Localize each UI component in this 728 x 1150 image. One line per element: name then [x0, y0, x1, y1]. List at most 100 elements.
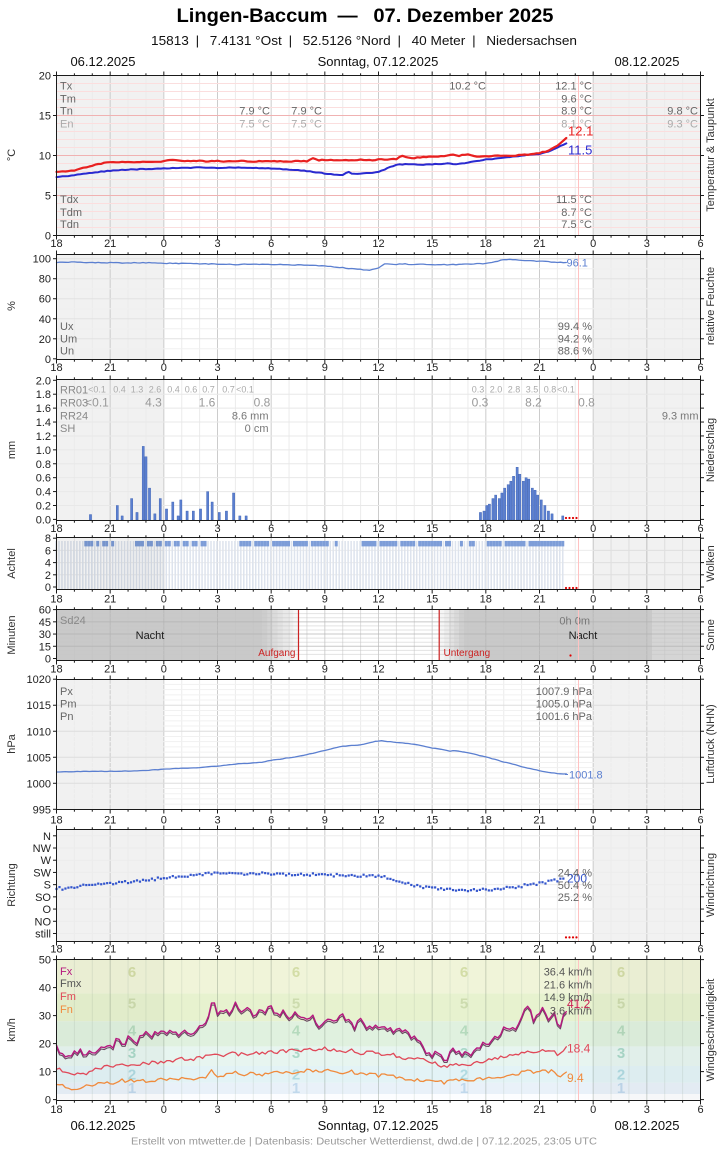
svg-text:6: 6 [697, 594, 703, 606]
svg-text:RR03: RR03 [60, 398, 88, 410]
svg-text:25.2 %: 25.2 % [558, 892, 592, 904]
svg-text:6: 6 [268, 1104, 274, 1116]
svg-text:Fmx: Fmx [60, 978, 82, 990]
svg-text:2: 2 [292, 1067, 300, 1084]
svg-text:100: 100 [33, 254, 51, 266]
svg-text:6: 6 [697, 814, 703, 826]
svg-text:0: 0 [590, 944, 596, 956]
svg-text:0: 0 [590, 814, 596, 826]
svg-text:15: 15 [426, 238, 438, 250]
svg-text:km/h: km/h [6, 1018, 18, 1042]
svg-text:21: 21 [104, 362, 116, 374]
svg-text:hPa: hPa [6, 733, 18, 753]
svg-text:0.4: 0.4 [36, 487, 51, 499]
svg-text:0.8: 0.8 [36, 459, 51, 471]
svg-text:3: 3 [292, 1045, 300, 1062]
svg-text:Aufgang: Aufgang [258, 648, 295, 659]
svg-text:1000: 1000 [27, 778, 51, 790]
svg-text:Minuten: Minuten [6, 615, 18, 654]
svg-text:99.4 %: 99.4 % [558, 321, 592, 333]
svg-text:0: 0 [45, 231, 51, 243]
svg-text:21.6 km/h: 21.6 km/h [544, 980, 592, 992]
svg-text:18: 18 [480, 238, 492, 250]
svg-text:Tx: Tx [60, 81, 73, 93]
svg-text:1.6: 1.6 [199, 396, 216, 410]
svg-text:Pm: Pm [60, 699, 77, 711]
svg-text:12: 12 [372, 664, 384, 676]
svg-text:Tdm: Tdm [60, 207, 82, 219]
svg-text:12.1: 12.1 [568, 124, 593, 139]
svg-text:18: 18 [480, 1104, 492, 1116]
svg-text:SO: SO [35, 892, 51, 904]
svg-text:Achtel: Achtel [6, 548, 18, 579]
svg-text:6: 6 [697, 664, 703, 676]
svg-text:Fm: Fm [60, 991, 76, 1003]
svg-text:6: 6 [460, 964, 468, 981]
svg-text:3: 3 [214, 664, 220, 676]
svg-text:0: 0 [45, 1095, 51, 1107]
svg-text:1: 1 [460, 1080, 468, 1097]
svg-text:0.3: 0.3 [472, 385, 485, 395]
svg-text:40: 40 [39, 314, 51, 326]
svg-text:Lingen-Baccum — 07. Dezember: Lingen-Baccum — 07. Dezember 2025 [177, 6, 554, 27]
svg-text:15: 15 [426, 523, 438, 535]
svg-text:3: 3 [214, 362, 220, 374]
svg-text:Sonntag, 07.12.2025: Sonntag, 07.12.2025 [318, 54, 439, 69]
svg-text:12: 12 [372, 594, 384, 606]
svg-text:21: 21 [533, 944, 545, 956]
svg-text:SH: SH [60, 423, 75, 435]
svg-text:8.6 mm: 8.6 mm [232, 410, 269, 422]
svg-text:12: 12 [372, 523, 384, 535]
svg-text:15: 15 [426, 664, 438, 676]
svg-text:21: 21 [533, 1104, 545, 1116]
svg-text:Px: Px [60, 686, 73, 698]
svg-text:0: 0 [590, 362, 596, 374]
svg-text:Tdx: Tdx [60, 194, 79, 206]
svg-text:15: 15 [426, 1104, 438, 1116]
svg-text:9: 9 [322, 814, 328, 826]
svg-text:200: 200 [567, 872, 587, 886]
svg-text:7.5 °C: 7.5 °C [561, 219, 592, 231]
svg-text:6: 6 [268, 814, 274, 826]
svg-text:5: 5 [460, 995, 468, 1012]
svg-text:0.3: 0.3 [472, 396, 489, 410]
svg-text:15: 15 [39, 111, 51, 123]
svg-text:0: 0 [45, 354, 51, 366]
svg-text:3: 3 [644, 944, 650, 956]
svg-text:Um: Um [60, 333, 77, 345]
svg-text:1: 1 [292, 1080, 300, 1097]
svg-text:6: 6 [292, 964, 300, 981]
svg-text:3: 3 [214, 523, 220, 535]
svg-text:1007.9 hPa: 1007.9 hPa [536, 686, 593, 698]
svg-text:4: 4 [45, 558, 51, 570]
svg-text:8.9 °C: 8.9 °C [561, 106, 592, 118]
svg-text:18: 18 [50, 362, 62, 374]
svg-text:15813 | 7.4131 °Ost | 52.512: 15813 | 7.4131 °Ost | 52.5126 °Nord | 40… [151, 33, 577, 48]
svg-text:Tdn: Tdn [60, 219, 79, 231]
svg-text:12: 12 [372, 814, 384, 826]
svg-text:24.4 %: 24.4 % [558, 867, 592, 879]
svg-text:0.6: 0.6 [185, 385, 198, 395]
svg-text:8.7 °C: 8.7 °C [561, 207, 592, 219]
svg-text:21: 21 [104, 594, 116, 606]
svg-text:94.2 %: 94.2 % [558, 333, 592, 345]
svg-text:1.2: 1.2 [36, 431, 51, 443]
svg-text:10: 10 [39, 151, 51, 163]
svg-text:<0.1: <0.1 [88, 385, 106, 395]
svg-text:21: 21 [533, 594, 545, 606]
svg-text:21: 21 [533, 814, 545, 826]
svg-text:6: 6 [128, 964, 136, 981]
svg-text:Windgeschwindigkeit: Windgeschwindigkeit [705, 979, 717, 1082]
svg-text:995: 995 [33, 804, 51, 816]
svg-text:3: 3 [644, 238, 650, 250]
svg-text:06.12.2025: 06.12.2025 [70, 1118, 135, 1133]
svg-text:18.4: 18.4 [567, 1041, 591, 1055]
svg-text:6: 6 [697, 1104, 703, 1116]
svg-text:6: 6 [697, 238, 703, 250]
svg-text:1.3: 1.3 [131, 385, 144, 395]
svg-text:88.6 %: 88.6 % [558, 346, 592, 358]
svg-text:Richtung: Richtung [6, 863, 18, 906]
svg-text:15: 15 [426, 362, 438, 374]
svg-text:RR24: RR24 [60, 410, 88, 422]
svg-text:3: 3 [214, 944, 220, 956]
